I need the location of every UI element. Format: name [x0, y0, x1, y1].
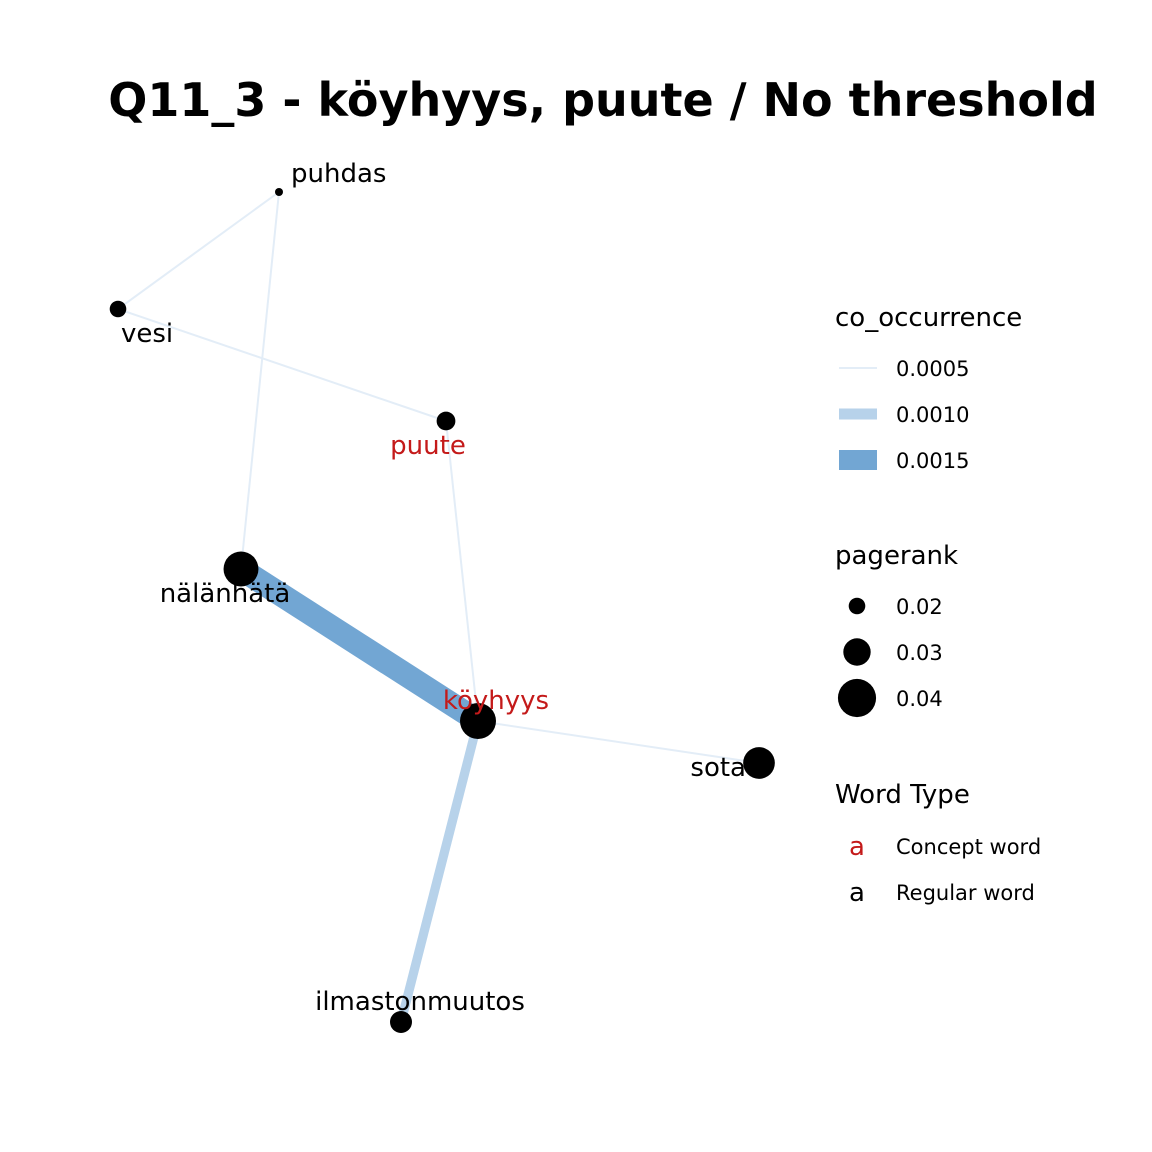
- node-label-puute: puute: [390, 431, 466, 461]
- legend-co-occurrence: co_occurrence 0.0005 0.0010 0.0015: [835, 303, 1022, 473]
- legend-co-label-1: 0.0010: [896, 403, 969, 427]
- legend-co-label-2: 0.0015: [896, 449, 969, 473]
- legend-word-type-title: Word Type: [835, 780, 970, 810]
- node-sota: [743, 747, 775, 779]
- edge-koyhyys-sota: [477, 720, 760, 764]
- node-label-nalannata: nälänhätä: [160, 579, 291, 609]
- legend-pr-dot-2: [837, 678, 877, 718]
- legend-pagerank: pagerank 0.02 0.03 0.04: [835, 541, 958, 718]
- node-puute: [436, 411, 456, 431]
- labels-layer: puhdas vesi puute nälänhätä köyhyys sota ilmas…: [121, 159, 746, 1017]
- node-label-ilmastonmuutos: ilmastonmuutos: [315, 987, 525, 1017]
- legend-pr-label-0: 0.02: [896, 595, 943, 619]
- legend-word-type: Word Type a Concept word a Regular word: [835, 780, 1041, 908]
- node-nalannata: [223, 551, 259, 587]
- node-ilmastonmuutos: [390, 1011, 412, 1033]
- legend-wt-glyph-0: a: [849, 832, 865, 862]
- legend-pr-dot-0: [848, 597, 866, 615]
- legend-wt-glyph-1: a: [849, 878, 865, 908]
- edge-puhdas-vesi: [117, 191, 280, 310]
- diagram-title: Q11_3 - köyhyys, puute / No threshold: [108, 73, 1097, 127]
- edge-vesi-puute: [117, 308, 447, 422]
- node-label-koyhyys: köyhyys: [443, 686, 549, 716]
- legend-pr-dot-1: [843, 638, 871, 666]
- nodes-layer: [109, 188, 775, 1033]
- node-vesi: [109, 300, 127, 318]
- legend-pagerank-title: pagerank: [835, 541, 958, 571]
- node-label-vesi: vesi: [121, 319, 173, 349]
- edge-koyhyys-ilmastonmuutos: [396, 719, 483, 1024]
- edge-puhdas-nalannata: [240, 191, 280, 570]
- edges-layer: [117, 191, 760, 1024]
- edge-nalannata-koyhyys: [234, 559, 485, 731]
- legend-pr-label-2: 0.04: [896, 687, 943, 711]
- node-label-sota: sota: [690, 753, 746, 783]
- legend-co-label-0: 0.0005: [896, 357, 969, 381]
- node-label-puhdas: puhdas: [291, 159, 386, 189]
- node-koyhyys: [460, 703, 496, 739]
- edge-puute-koyhyys: [445, 420, 479, 722]
- legend-wt-label-1: Regular word: [896, 881, 1035, 905]
- legend-pr-label-1: 0.03: [896, 641, 943, 665]
- legend-wt-label-0: Concept word: [896, 835, 1041, 859]
- node-puhdas: [275, 188, 283, 196]
- legend-co-occurrence-title: co_occurrence: [835, 303, 1022, 333]
